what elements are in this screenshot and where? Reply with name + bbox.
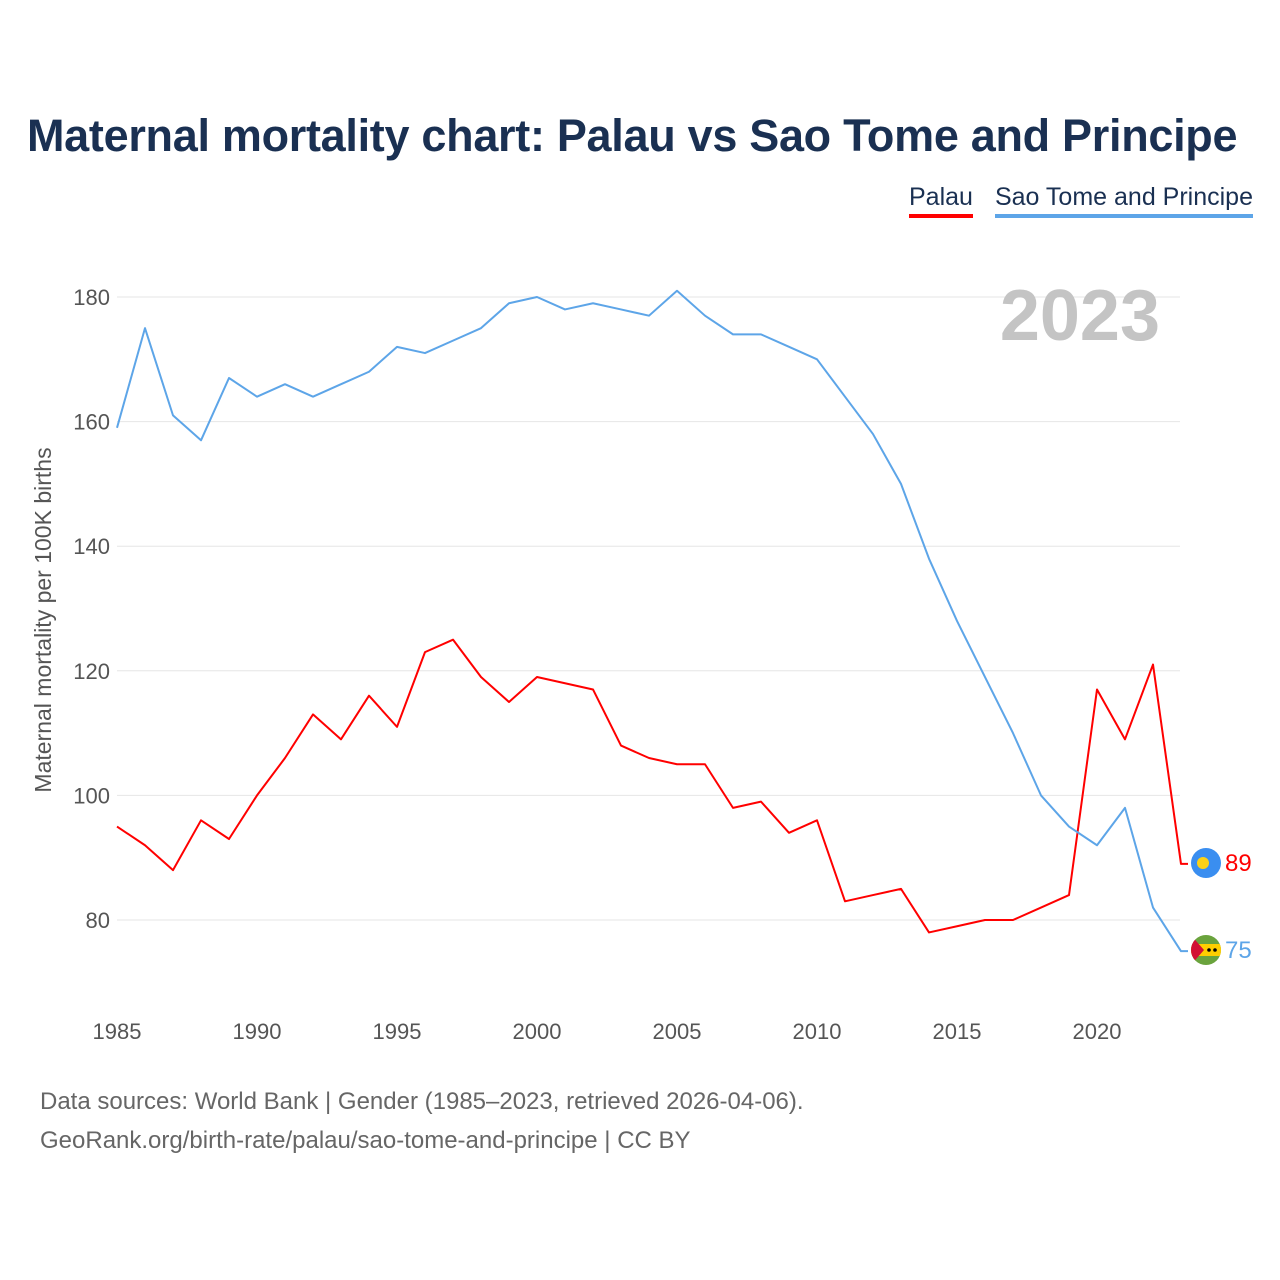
y-tick-label: 160 — [73, 410, 110, 435]
x-tick-label: 2000 — [513, 1019, 562, 1044]
x-tick-label: 2010 — [793, 1019, 842, 1044]
palau-end-label: 89 — [1225, 850, 1252, 877]
y-tick-label: 120 — [73, 659, 110, 684]
x-tick-label: 2015 — [933, 1019, 982, 1044]
chart-title: Maternal mortality chart: Palau vs Sao T… — [27, 110, 1238, 161]
sao-tome-end-label: 75 — [1225, 937, 1252, 964]
series-line-sao-tome — [116, 289, 1188, 953]
sao-tome-flag-icon — [1191, 935, 1221, 965]
y-tick-label: 140 — [73, 534, 110, 559]
series-line-palau — [116, 638, 1188, 934]
y-tick-label: 80 — [86, 908, 110, 933]
x-tick-label: 2005 — [653, 1019, 702, 1044]
x-tick-label: 1995 — [373, 1019, 422, 1044]
legend-palau[interactable]: Palau — [909, 183, 973, 218]
x-tick-label: 1990 — [233, 1019, 282, 1044]
legend: Palau Sao Tome and Principe — [909, 183, 1253, 218]
y-axis-label: Maternal mortality per 100K births — [30, 447, 56, 792]
footer-source: Data sources: World Bank | Gender (1985–… — [40, 1088, 804, 1115]
footer-link[interactable]: GeoRank.org/birth-rate/palau/sao-tome-an… — [40, 1127, 691, 1154]
legend-sao-tome[interactable]: Sao Tome and Principe — [994, 183, 1253, 218]
x-tick-label: 1985 — [93, 1019, 142, 1044]
y-tick-label: 100 — [73, 783, 110, 808]
year-watermark: 2023 — [1000, 276, 1160, 356]
y-tick-label: 180 — [73, 285, 110, 310]
x-tick-label: 2020 — [1073, 1019, 1122, 1044]
palau-flag-icon — [1191, 848, 1221, 878]
